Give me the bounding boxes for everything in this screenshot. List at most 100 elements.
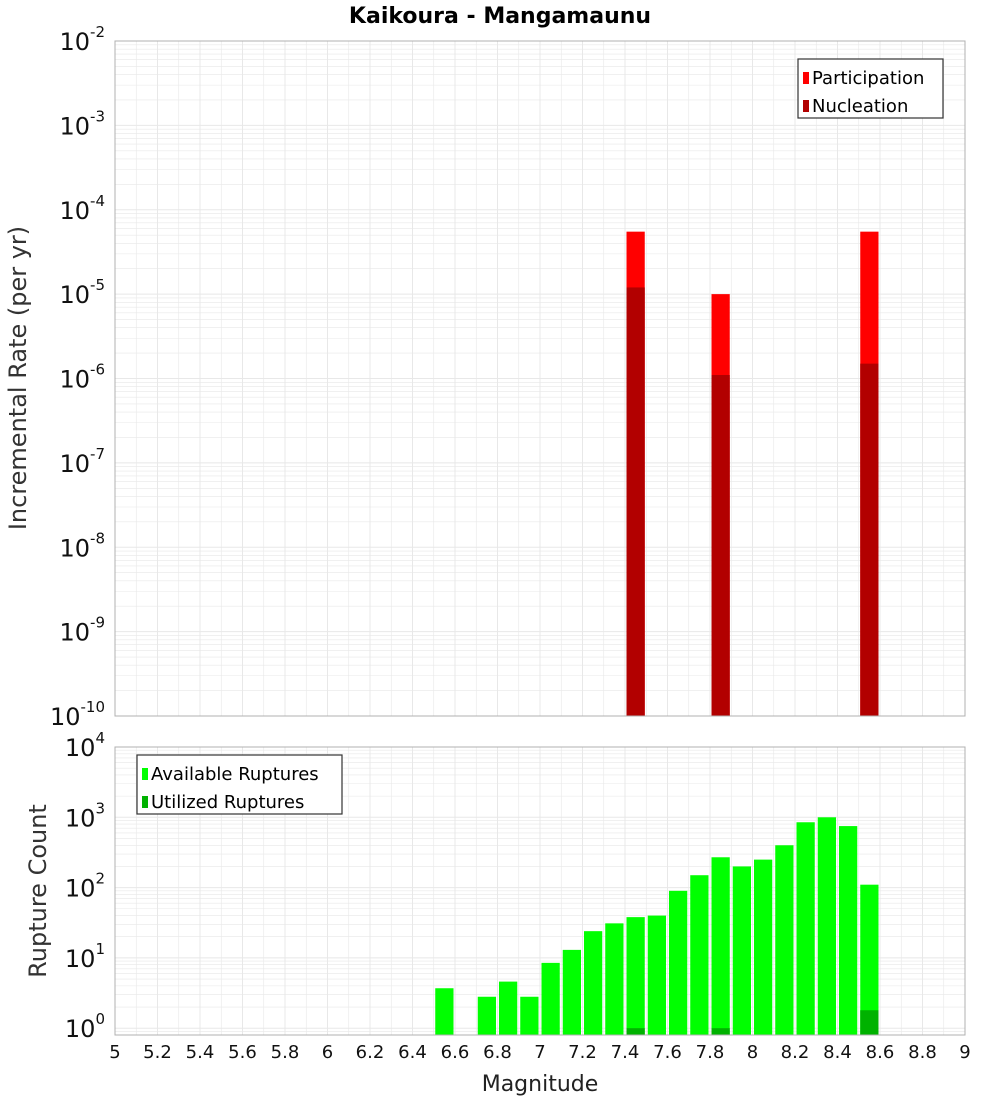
top-legend-swatch [803,100,809,112]
top-y-tick-label: 10-10 [50,698,105,731]
tick-exponent: -5 [90,276,105,294]
x-tick-label: 7.4 [611,1042,640,1063]
top-y-tick-label: 10-5 [59,276,105,309]
tick-exponent: 4 [95,729,105,747]
x-tick-label: 6.2 [356,1042,385,1063]
bottom-plot-bars [435,817,879,1035]
x-tick-label: 5.4 [186,1042,215,1063]
bottom-legend-entry: Utilized Ruptures [151,792,304,813]
bottom-legend-swatch [142,768,148,780]
bar-available-ruptures [541,962,560,1035]
x-tick-label: 9 [959,1042,970,1063]
x-tick-label: 7 [534,1042,545,1063]
tick-base: 10 [59,28,90,56]
bar-available-ruptures [584,931,603,1035]
x-tick-label: 5.6 [228,1042,257,1063]
x-tick-label: 7.8 [696,1042,725,1063]
bar-available-ruptures [796,822,815,1035]
bar-available-ruptures [775,845,794,1035]
tick-base: 10 [59,619,90,647]
bar-available-ruptures [626,917,645,1035]
tick-base: 10 [59,112,90,140]
bar-utilized-ruptures [860,1010,879,1035]
top-plot-frame [114,40,966,717]
bar-available-ruptures [647,915,666,1035]
x-tick-label: 8.2 [781,1042,810,1063]
x-tick-label: 5 [109,1042,120,1063]
tick-exponent: -7 [90,445,105,463]
top-y-axis-label: Incremental Rate (per yr) [4,226,32,530]
bottom-y-tick-label: 102 [65,870,105,903]
top-legend-entry: Participation [812,68,924,89]
x-tick-label: 5.8 [271,1042,300,1063]
axes-frames [114,40,966,1036]
bar-nucleation [860,363,879,716]
tick-exponent: -6 [90,361,105,379]
bottom-plot-frame [114,746,966,1036]
tick-exponent: -4 [90,192,105,210]
tick-exponent: -2 [90,23,105,41]
top-y-tick-label: 10-7 [59,445,105,478]
tick-base: 10 [50,703,81,731]
tick-exponent: -9 [90,614,105,632]
x-tick-label: 6.4 [398,1042,427,1063]
top-y-tick-label: 10-8 [59,529,105,562]
bar-available-ruptures [839,826,858,1035]
bottom-legend-swatch [142,796,148,808]
tick-exponent: 1 [95,940,105,958]
top-plot-bars [626,231,879,716]
tick-base: 10 [59,197,90,225]
bottom-y-tick-label: 100 [65,1010,105,1043]
axis-ticks: 10-210-310-410-510-610-710-810-910-10104… [50,23,971,1063]
tick-base: 10 [65,1015,96,1043]
bar-utilized-ruptures [711,1028,730,1035]
bar-available-ruptures [477,996,496,1035]
bottom-y-tick-label: 101 [65,940,105,973]
x-tick-label: 8 [747,1042,758,1063]
bar-available-ruptures [732,866,751,1035]
tick-exponent: 3 [95,799,105,817]
top-legend-box [797,58,944,119]
tick-exponent: -10 [81,698,106,716]
x-tick-label: 8.6 [866,1042,895,1063]
top-legend-entry: Nucleation [812,96,908,117]
x-tick-label: 7.6 [653,1042,682,1063]
x-tick-label: 6.8 [483,1042,512,1063]
bar-available-ruptures [669,890,688,1035]
bottom-y-tick-label: 103 [65,799,105,832]
tick-exponent: -3 [90,107,105,125]
x-tick-label: 6 [322,1042,333,1063]
top-y-tick-label: 10-6 [59,361,105,394]
x-tick-label: 8.4 [823,1042,852,1063]
bar-available-ruptures [711,857,730,1035]
bar-available-ruptures [690,875,709,1035]
bar-nucleation [626,287,645,716]
x-tick-label: 8.8 [908,1042,937,1063]
bar-available-ruptures [817,817,836,1035]
bar-available-ruptures [520,996,539,1035]
tick-base: 10 [65,804,96,832]
bottom-y-axis-label: Rupture Count [24,804,52,978]
bar-available-ruptures [860,884,879,1035]
bar-available-ruptures [605,923,624,1035]
top-legend-swatch [803,72,809,84]
top-plot-grid [114,40,966,717]
tick-base: 10 [59,534,90,562]
bar-available-ruptures [499,981,518,1035]
top-y-tick-label: 10-4 [59,192,105,225]
tick-base: 10 [65,945,96,973]
tick-base: 10 [65,875,96,903]
bottom-legend-entry: Available Ruptures [151,764,319,785]
x-tick-label: 7.2 [568,1042,597,1063]
x-tick-label: 6.6 [441,1042,470,1063]
top-y-tick-label: 10-3 [59,107,105,140]
bar-available-ruptures [754,859,773,1035]
chart-title: Kaikoura - Mangamaunu [349,4,651,29]
top-y-tick-label: 10-9 [59,614,105,647]
tick-exponent: 2 [95,870,105,888]
bar-utilized-ruptures [626,1028,645,1035]
tick-exponent: -8 [90,529,105,547]
bottom-y-tick-label: 104 [65,729,105,762]
